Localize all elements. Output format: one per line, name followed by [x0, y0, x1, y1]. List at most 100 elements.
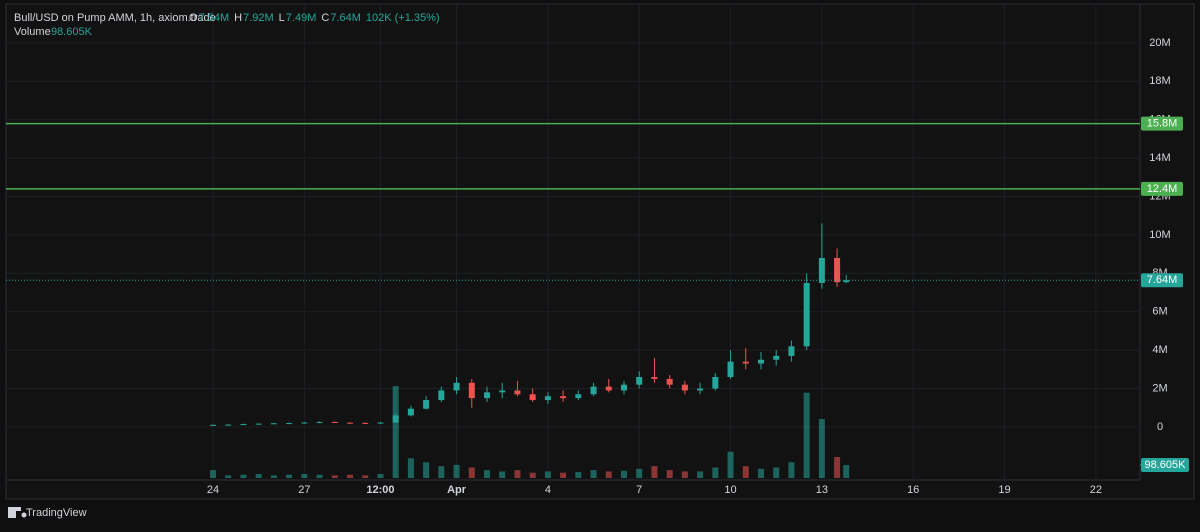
candle-body — [818, 257, 825, 283]
volume-bar — [225, 475, 232, 478]
logo-part — [16, 507, 21, 511]
x-tick-label: 22 — [1090, 484, 1102, 496]
y-tick-label: 18M — [1149, 75, 1170, 87]
volume-bar — [681, 471, 688, 478]
volume-bar — [544, 471, 551, 478]
candle-body — [590, 386, 597, 395]
volume-bar — [529, 472, 536, 478]
logo-part — [8, 507, 16, 518]
y-tick-label: 4M — [1152, 344, 1167, 356]
volume-bar — [514, 470, 521, 478]
volume-bar — [697, 471, 704, 478]
volume-bar — [742, 466, 749, 478]
chart-title: Bull/USD on Pump AMM, 1h, axiom.trade — [14, 12, 216, 24]
legend-value: 7.92M — [243, 12, 274, 24]
volume-bar — [255, 474, 262, 478]
volume-bar — [240, 474, 247, 478]
volume-bar — [377, 474, 384, 478]
candle-body — [620, 384, 627, 391]
x-tick-label: 27 — [298, 484, 310, 496]
legend-value: 7.49M — [286, 12, 317, 24]
volume-bar — [483, 470, 490, 478]
candle-body — [803, 282, 810, 347]
candle-body — [788, 346, 795, 356]
candle-body — [742, 361, 749, 364]
y-tick-label: 20M — [1149, 37, 1170, 49]
candle-body — [575, 394, 582, 399]
volume-bar — [392, 386, 399, 478]
candle-body — [423, 400, 430, 409]
x-tick-label: 16 — [907, 484, 919, 496]
candle-body — [605, 386, 612, 391]
y-tick-label: 6M — [1152, 306, 1167, 318]
volume-bar — [210, 470, 217, 478]
price-line-tag — [1141, 116, 1183, 131]
volume-bar — [773, 467, 780, 478]
volume-bar — [316, 474, 323, 478]
candle-body — [255, 423, 262, 425]
candle-body — [301, 422, 308, 424]
candle-body — [499, 390, 506, 393]
candle-body — [453, 382, 460, 391]
volume-bar — [590, 470, 597, 478]
candle-body — [438, 390, 445, 401]
marks — [6, 122, 1143, 478]
x-tick-label: 7 — [636, 484, 642, 496]
candle-body — [834, 257, 841, 283]
grid — [6, 4, 1140, 480]
last-price-tag — [1141, 273, 1183, 288]
legend-key: O — [189, 12, 198, 24]
labels: 02M4M6M8M10M12M14M16M18M20M242712:00Apr4… — [207, 37, 1189, 496]
candle-body — [240, 424, 247, 426]
candle-body — [757, 359, 764, 364]
candle-body — [347, 422, 354, 424]
volume-bar — [331, 475, 338, 478]
x-tick-label: 19 — [998, 484, 1010, 496]
legend-value: 7.64M — [330, 12, 361, 24]
chart-frame — [5, 3, 1195, 500]
volume-bar — [270, 475, 277, 478]
legend-key: L — [279, 12, 285, 24]
volume-bar — [666, 470, 673, 478]
candle-body — [681, 384, 688, 391]
volume-bar — [499, 471, 506, 478]
legend-key: H — [234, 12, 242, 24]
candle-body — [407, 408, 414, 416]
volume-bar — [818, 418, 825, 478]
candle-body — [843, 280, 850, 283]
volume-name: Volume — [14, 26, 51, 38]
volume-bar — [843, 465, 850, 478]
candle-body — [468, 382, 475, 399]
x-tick-label: 12:00 — [366, 484, 394, 496]
volume-bar — [788, 462, 795, 478]
candle-body — [636, 377, 643, 385]
candle-body — [392, 415, 399, 423]
volume-bar — [712, 467, 719, 478]
price-change: 102K (+1.35%) — [366, 12, 440, 24]
logo-part — [21, 512, 27, 518]
volume-bar — [651, 466, 658, 478]
x-tick-label: 13 — [816, 484, 828, 496]
candle-body — [651, 377, 658, 379]
candle-body — [529, 394, 536, 401]
volume-bar — [468, 467, 475, 478]
candle-body — [544, 396, 551, 401]
x-tick-label: 10 — [724, 484, 736, 496]
volume-bar — [423, 462, 430, 478]
volume-bar — [727, 451, 734, 478]
volume-last-label: 98.605K — [1145, 459, 1187, 471]
last-price-label: 7.64M — [1147, 274, 1178, 286]
candle-body — [514, 390, 521, 395]
price-line-label: 15.8M — [1147, 117, 1178, 129]
volume-last-tag — [1141, 458, 1189, 473]
price-line-tag — [1141, 181, 1183, 196]
y-tick-label: 10M — [1149, 229, 1170, 241]
candle-body — [270, 423, 277, 425]
price-line-label: 12.4M — [1147, 183, 1178, 195]
volume-value: 98.605K — [51, 26, 93, 38]
volume-bar — [453, 464, 460, 478]
candle-body — [560, 396, 567, 399]
candle-body — [331, 421, 338, 423]
x-tick-label: 4 — [545, 484, 551, 496]
